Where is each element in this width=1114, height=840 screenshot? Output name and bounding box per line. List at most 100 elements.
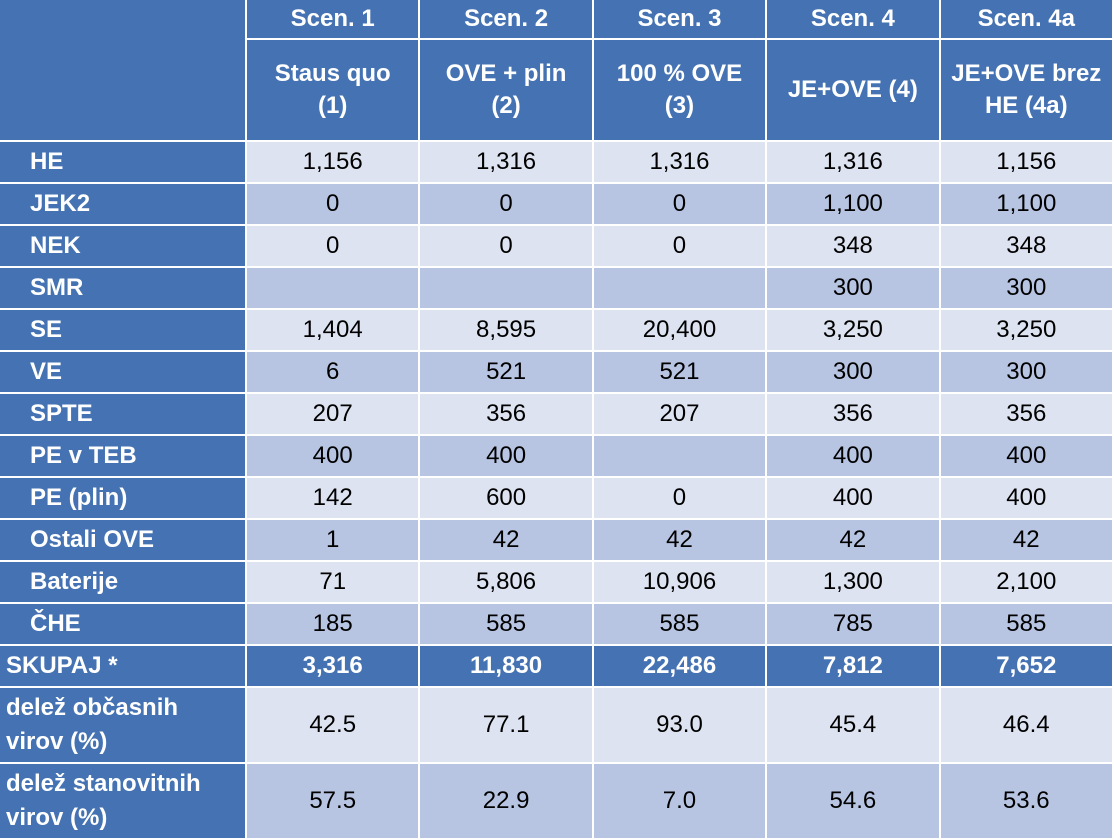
share-row: delež stanovitnih virov (%) 57.5 22.9 7.0 54.… <box>0 764 1112 838</box>
header-scen-4a: Scen. 4a <box>940 0 1112 38</box>
total-cell: 7,652 <box>940 646 1112 686</box>
header-name-2: OVE + plin (2) <box>420 40 592 140</box>
table-cell: 300 <box>767 268 939 308</box>
table-cell <box>420 268 592 308</box>
row-label: NEK <box>0 226 245 266</box>
share-cell: 22.9 <box>420 764 592 838</box>
table-cell: 42 <box>420 520 592 560</box>
table-cell: 185 <box>247 604 419 644</box>
table-cell: 600 <box>420 478 592 518</box>
row-label: PE v TEB <box>0 436 245 476</box>
share-cell: 93.0 <box>593 688 766 762</box>
table-cell: 1 <box>247 520 419 560</box>
share-cell: 46.4 <box>940 688 1112 762</box>
table-cell: 521 <box>593 352 766 392</box>
table-cell: 348 <box>767 226 939 266</box>
table-cell: 207 <box>593 394 766 434</box>
table-cell <box>593 268 766 308</box>
table-cell: 356 <box>420 394 592 434</box>
table-cell: 8,595 <box>420 310 592 350</box>
header-name-4a: JE+OVE brez HE (4a) <box>940 40 1112 140</box>
row-label: ČHE <box>0 604 245 644</box>
table-cell: 300 <box>767 352 939 392</box>
table-cell: 1,100 <box>767 184 939 224</box>
table-cell: 400 <box>940 478 1112 518</box>
row-label: SPTE <box>0 394 245 434</box>
share-cell: 57.5 <box>247 764 419 838</box>
table-cell: 585 <box>940 604 1112 644</box>
table-row: Baterije 71 5,806 10,906 1,300 2,100 <box>0 562 1112 602</box>
table-cell: 2,100 <box>940 562 1112 602</box>
share-cell: 53.6 <box>940 764 1112 838</box>
share-cell: 7.0 <box>593 764 766 838</box>
row-label: VE <box>0 352 245 392</box>
share-label-line2: virov (%) <box>6 804 108 831</box>
table-cell: 400 <box>767 436 939 476</box>
table-row: PE (plin) 142 600 0 400 400 <box>0 478 1112 518</box>
row-label: JEK2 <box>0 184 245 224</box>
table-cell: 300 <box>940 352 1112 392</box>
table-cell: 400 <box>940 436 1112 476</box>
total-cell: 7,812 <box>767 646 939 686</box>
share-label-line2: virov (%) <box>6 728 108 755</box>
table-row: ČHE 185 585 585 785 585 <box>0 604 1112 644</box>
table-cell <box>247 268 419 308</box>
share-label-line1: delež občasnih <box>6 694 179 721</box>
table-cell: 0 <box>247 226 419 266</box>
total-cell: 11,830 <box>420 646 592 686</box>
header-scen-4: Scen. 4 <box>767 0 939 38</box>
header-scen-1: Scen. 1 <box>247 0 419 38</box>
table-cell: 300 <box>940 268 1112 308</box>
table-row: SE 1,404 8,595 20,400 3,250 3,250 <box>0 310 1112 350</box>
table-cell: 400 <box>420 436 592 476</box>
total-cell: 22,486 <box>593 646 766 686</box>
table-row: SMR 300 300 <box>0 268 1112 308</box>
table-cell: 1,316 <box>420 142 592 182</box>
share-cell: 45.4 <box>767 688 939 762</box>
table-cell: 42 <box>593 520 766 560</box>
share-row: delež občasnih virov (%) 42.5 77.1 93.0 45.4 4… <box>0 688 1112 762</box>
share-label-line1: delež stanovitnih <box>6 770 201 797</box>
table-cell: 1,100 <box>940 184 1112 224</box>
total-cell: 3,316 <box>247 646 419 686</box>
table-cell: 585 <box>593 604 766 644</box>
table-cell: 207 <box>247 394 419 434</box>
header-name-1: Staus quo (1) <box>247 40 419 140</box>
table-cell: 71 <box>247 562 419 602</box>
table-cell: 0 <box>420 226 592 266</box>
table-cell: 400 <box>767 478 939 518</box>
table-cell: 20,400 <box>593 310 766 350</box>
table-row: NEK 0 0 0 348 348 <box>0 226 1112 266</box>
header-scen-3: Scen. 3 <box>593 0 766 38</box>
header-name-3: 100 % OVE (3) <box>593 40 766 140</box>
table-cell: 585 <box>420 604 592 644</box>
table-body: HE 1,156 1,316 1,316 1,316 1,156 JEK2 0 0 0 1,100 1… <box>0 142 1112 838</box>
total-row: SKUPAJ * 3,316 11,830 22,486 7,812 7,652 <box>0 646 1112 686</box>
table-cell: 6 <box>247 352 419 392</box>
table-cell: 348 <box>940 226 1112 266</box>
table-cell: 0 <box>593 478 766 518</box>
table-cell: 400 <box>247 436 419 476</box>
row-label: SMR <box>0 268 245 308</box>
table-cell: 356 <box>940 394 1112 434</box>
table-cell: 10,906 <box>593 562 766 602</box>
table-cell: 1,316 <box>767 142 939 182</box>
table-row: VE 6 521 521 300 300 <box>0 352 1112 392</box>
table-cell: 42 <box>940 520 1112 560</box>
share-label: delež stanovitnih virov (%) <box>0 764 245 838</box>
table-cell: 1,300 <box>767 562 939 602</box>
row-label: HE <box>0 142 245 182</box>
table-cell: 0 <box>593 184 766 224</box>
table-cell: 785 <box>767 604 939 644</box>
table-cell <box>593 436 766 476</box>
table-cell: 1,156 <box>940 142 1112 182</box>
table-row: HE 1,156 1,316 1,316 1,316 1,156 <box>0 142 1112 182</box>
table-row: Ostali OVE 1 42 42 42 42 <box>0 520 1112 560</box>
row-label: SE <box>0 310 245 350</box>
header-name-4: JE+OVE (4) <box>767 40 939 140</box>
table-cell: 3,250 <box>767 310 939 350</box>
table-cell: 0 <box>593 226 766 266</box>
table-row: SPTE 207 356 207 356 356 <box>0 394 1112 434</box>
table-cell: 356 <box>767 394 939 434</box>
